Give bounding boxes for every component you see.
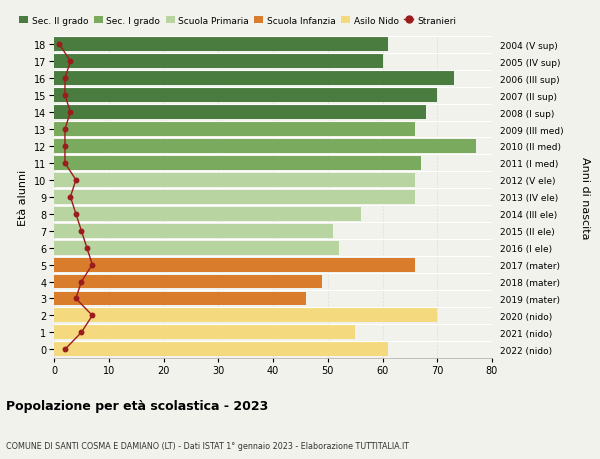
Bar xyxy=(54,342,388,357)
Point xyxy=(71,295,81,302)
Point xyxy=(60,143,70,150)
Bar xyxy=(54,72,454,86)
Point xyxy=(71,177,81,184)
Bar xyxy=(54,292,306,306)
Bar xyxy=(54,258,415,272)
Bar xyxy=(54,157,421,170)
Bar xyxy=(54,106,426,120)
Bar xyxy=(54,275,322,289)
Legend: Sec. II grado, Sec. I grado, Scuola Primaria, Scuola Infanzia, Asilo Nido, Stran: Sec. II grado, Sec. I grado, Scuola Prim… xyxy=(19,17,456,26)
Point xyxy=(77,228,86,235)
Bar xyxy=(54,38,388,52)
Point xyxy=(60,160,70,167)
Point xyxy=(88,312,97,319)
Bar xyxy=(54,89,437,103)
Point xyxy=(77,278,86,285)
Point xyxy=(60,346,70,353)
Bar xyxy=(54,207,361,221)
Text: COMUNE DI SANTI COSMA E DAMIANO (LT) - Dati ISTAT 1° gennaio 2023 - Elaborazione: COMUNE DI SANTI COSMA E DAMIANO (LT) - D… xyxy=(6,441,409,450)
Point xyxy=(71,211,81,218)
Point xyxy=(60,126,70,134)
Y-axis label: Età alunni: Età alunni xyxy=(19,169,28,225)
Point xyxy=(60,75,70,83)
Bar xyxy=(54,309,437,323)
Bar xyxy=(54,224,333,238)
Point xyxy=(77,329,86,336)
Bar xyxy=(54,55,383,69)
Point xyxy=(55,41,64,49)
Y-axis label: Anni di nascita: Anni di nascita xyxy=(580,156,590,239)
Bar xyxy=(54,326,355,340)
Point xyxy=(65,109,75,117)
Point xyxy=(65,58,75,66)
Point xyxy=(88,261,97,269)
Bar xyxy=(54,241,338,255)
Text: Popolazione per età scolastica - 2023: Popolazione per età scolastica - 2023 xyxy=(6,399,268,412)
Bar xyxy=(54,190,415,204)
Point xyxy=(60,92,70,100)
Point xyxy=(65,194,75,201)
Bar xyxy=(54,123,415,137)
Point xyxy=(82,245,92,252)
Bar xyxy=(54,140,476,154)
Bar xyxy=(54,174,415,187)
